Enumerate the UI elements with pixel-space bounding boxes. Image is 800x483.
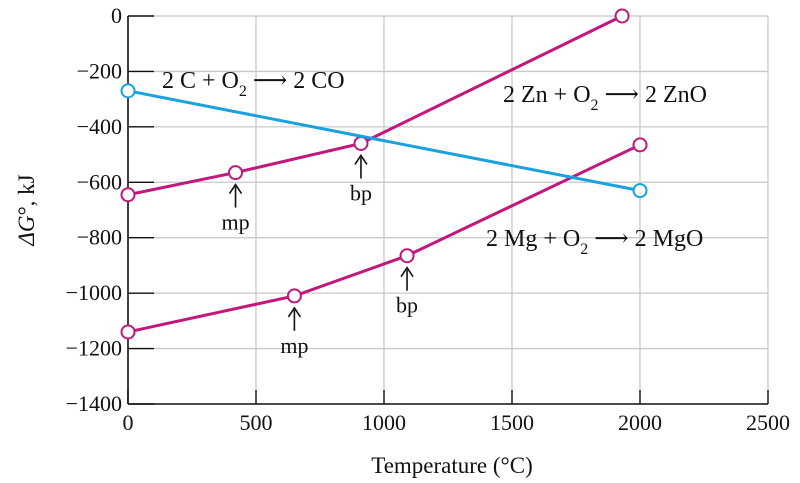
phase-marker-label: mp bbox=[280, 333, 308, 358]
equation-label-co-subscript: 2 bbox=[239, 83, 247, 100]
series-1-point-3 bbox=[632, 137, 648, 153]
phase-marker-bp-1: bp bbox=[350, 154, 372, 205]
series-lines bbox=[120, 8, 648, 340]
y-tick-label-6: −1200 bbox=[66, 336, 122, 361]
series-0-point-0 bbox=[120, 187, 136, 203]
equation-label-mgo: 2 Mg + O2 ⟶ 2 MgO bbox=[486, 226, 703, 258]
series-0-point-3 bbox=[614, 8, 630, 24]
phase-marker-arrow-head bbox=[400, 266, 414, 278]
x-tick-label-1: 500 bbox=[240, 410, 273, 435]
equation-label-mgo-main: 2 Mg + O bbox=[486, 226, 580, 252]
equation-label-zno: 2 Zn + O2 ⟶ 2 ZnO bbox=[503, 82, 707, 114]
equation-label-mgo-rest: ⟶ 2 MgO bbox=[588, 226, 703, 252]
x-tick-label-5: 2500 bbox=[746, 410, 790, 435]
series-0-point-2 bbox=[353, 135, 369, 151]
phase-markers: mp bp mp bp bbox=[221, 154, 418, 358]
phase-marker-bp-3: bp bbox=[396, 266, 418, 318]
y-tick-label-1: −200 bbox=[77, 58, 122, 83]
series-line-1 bbox=[127, 143, 641, 334]
phase-marker-arrow-head bbox=[287, 306, 302, 318]
x-tick-label-3: 1500 bbox=[490, 410, 534, 435]
y-axis-title: ΔG°, kJ bbox=[14, 174, 39, 246]
y-axis-title-unit: °, kJ bbox=[14, 174, 39, 215]
equation-label-zno-main: 2 Zn + O bbox=[503, 82, 591, 108]
series-2-point-0 bbox=[120, 83, 136, 99]
phase-marker-arrow-head bbox=[228, 183, 243, 195]
grid bbox=[128, 15, 769, 404]
series-1-point-0 bbox=[120, 324, 136, 340]
y-tick-label-0: 0 bbox=[111, 3, 122, 28]
y-tick-label-4: −800 bbox=[77, 225, 122, 250]
phase-marker-label: bp bbox=[396, 293, 418, 318]
phase-marker-label: mp bbox=[221, 210, 249, 235]
series-0-point-1 bbox=[228, 165, 244, 181]
series-line-2 bbox=[127, 89, 641, 193]
y-tick-label-7: −1400 bbox=[66, 391, 122, 416]
equation-label-zno-subscript: 2 bbox=[591, 97, 599, 114]
x-tick-label-4: 2000 bbox=[618, 410, 662, 435]
x-axis-title: Temperature (°C) bbox=[371, 453, 532, 478]
equation-label-co: 2 C + O2 ⟶ 2 CO bbox=[162, 68, 345, 100]
x-tick-label-2: 1000 bbox=[362, 410, 406, 435]
series-1-point-2 bbox=[399, 248, 415, 264]
phase-marker-mp-0: mp bbox=[221, 183, 250, 235]
y-tick-label-2: −400 bbox=[77, 114, 122, 139]
phase-marker-mp-2: mp bbox=[280, 306, 308, 358]
y-axis-title-symbol: ΔG bbox=[14, 215, 39, 246]
equation-label-co-main: 2 C + O bbox=[162, 68, 239, 94]
equation-label-co-rest: ⟶ 2 CO bbox=[247, 68, 345, 94]
series-1-point-1 bbox=[286, 288, 302, 304]
equation-label-zno-rest: ⟶ 2 ZnO bbox=[599, 82, 707, 108]
x-tick-label-0: 0 bbox=[123, 410, 134, 435]
y-tick-label-5: −1000 bbox=[66, 280, 122, 305]
y-tick-label-3: −600 bbox=[77, 169, 122, 194]
equation-label-mgo-subscript: 2 bbox=[580, 241, 588, 258]
series-2-point-1 bbox=[632, 183, 648, 199]
phase-marker-arrow-head bbox=[354, 154, 368, 165]
phase-marker-label: bp bbox=[350, 180, 372, 205]
series-line-0 bbox=[127, 14, 623, 197]
